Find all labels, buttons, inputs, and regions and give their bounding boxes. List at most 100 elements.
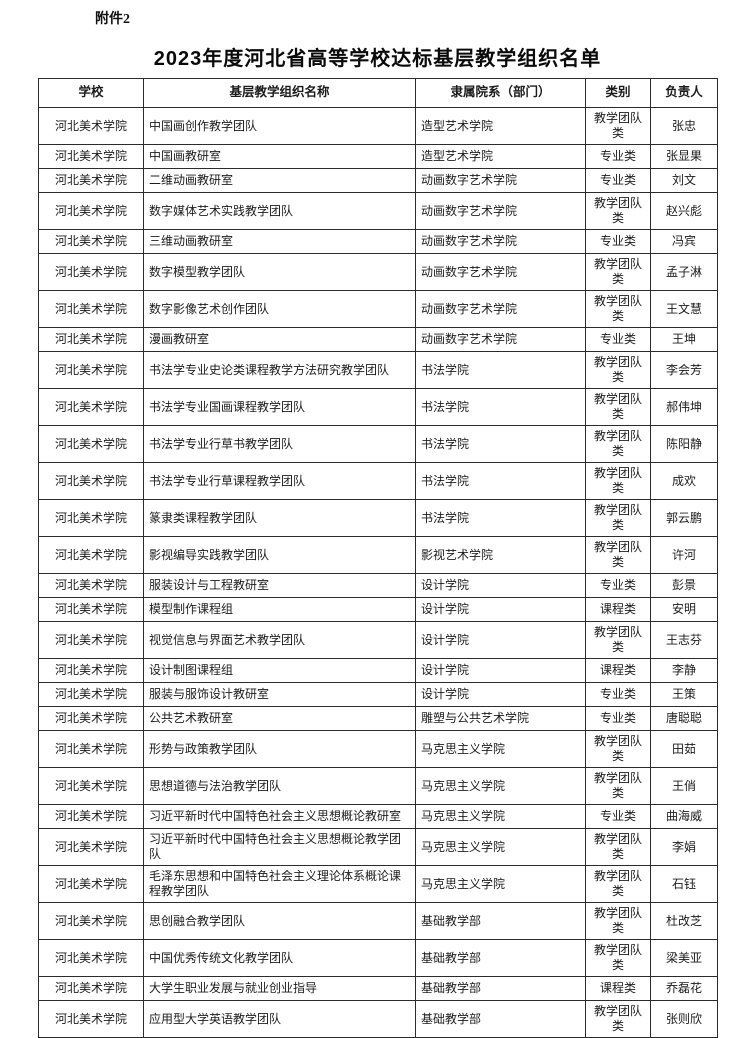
cell-org-name: 书法学专业行草书教学团队	[143, 425, 416, 463]
cell-department: 基础教学部	[415, 902, 586, 940]
cell-category: 教学团队类	[585, 107, 651, 145]
table-row: 河北美术学院 书法学专业史论类课程教学方法研究教学团队 书法学院 教学团队类 李会芳	[38, 351, 718, 389]
table-row: 河北美术学院 应用型大学英语教学团队 基础教学部 教学团队类 张则欣	[38, 1000, 718, 1038]
cell-category: 课程类	[585, 658, 651, 683]
cell-category: 教学团队类	[585, 939, 651, 977]
cell-person-in-charge: 安明	[650, 597, 718, 622]
page-title: 2023年度河北省高等学校达标基层教学组织名单	[153, 48, 602, 70]
cell-department: 书法学院	[415, 388, 586, 426]
cell-department: 设计学院	[415, 597, 586, 622]
cell-person-in-charge: 成欢	[650, 462, 718, 500]
cell-category: 教学团队类	[585, 767, 651, 805]
cell-category: 专业类	[585, 804, 651, 829]
cell-school: 河北美术学院	[38, 730, 144, 768]
cell-person-in-charge: 张显果	[650, 144, 718, 169]
cell-category: 专业类	[585, 229, 651, 254]
cell-category: 教学团队类	[585, 253, 651, 291]
cell-org-name: 思想道德与法治教学团队	[143, 767, 416, 805]
cell-person-in-charge: 王俏	[650, 767, 718, 805]
cell-person-in-charge: 许河	[650, 536, 718, 574]
cell-school: 河北美术学院	[38, 1000, 144, 1038]
cell-department: 动画数字艺术学院	[415, 229, 586, 254]
cell-person-in-charge: 张则欣	[650, 1000, 718, 1038]
column-header-org-name: 基层教学组织名称	[143, 78, 416, 108]
cell-person-in-charge: 陈阳静	[650, 425, 718, 463]
table-row: 河北美术学院 二维动画教研室 动画数字艺术学院 专业类 刘文	[38, 168, 718, 193]
cell-department: 动画数字艺术学院	[415, 192, 586, 230]
cell-school: 河北美术学院	[38, 144, 144, 169]
cell-org-name: 数字模型教学团队	[143, 253, 416, 291]
cell-person-in-charge: 唐聪聪	[650, 706, 718, 731]
header-row: 学校 基层教学组织名称 隶属院系（部门） 类别 负责人	[38, 78, 718, 108]
column-header-category: 类别	[585, 78, 651, 108]
cell-org-name: 二维动画教研室	[143, 168, 416, 193]
table-row: 河北美术学院 中国优秀传统文化教学团队 基础教学部 教学团队类 梁美亚	[38, 939, 718, 977]
cell-department: 动画数字艺术学院	[415, 168, 586, 193]
table-row: 河北美术学院 书法学专业行草课程教学团队 书法学院 教学团队类 成欢	[38, 462, 718, 500]
cell-department: 基础教学部	[415, 939, 586, 977]
table-row: 河北美术学院 毛泽东思想和中国特色社会主义理论体系概论课程教学团队 马克思主义学院教…	[38, 865, 718, 903]
cell-org-name: 思创融合教学团队	[143, 902, 416, 940]
cell-department: 设计学院	[415, 658, 586, 683]
column-header-department: 隶属院系（部门）	[415, 78, 586, 108]
table-row: 河北美术学院 视觉信息与界面艺术教学团队 设计学院 教学团队类 王志芬	[38, 621, 718, 659]
cell-org-name: 模型制作课程组	[143, 597, 416, 622]
attachment-label: 附件2	[95, 12, 130, 27]
table-row: 河北美术学院 篆隶类课程教学团队 书法学院 教学团队类 郭云鹏	[38, 499, 718, 537]
cell-org-name: 中国优秀传统文化教学团队	[143, 939, 416, 977]
table-row: 河北美术学院 中国画教研室 造型艺术学院 专业类 张显果	[38, 144, 718, 169]
table-row: 河北美术学院 模型制作课程组 设计学院 课程类 安明	[38, 597, 718, 622]
cell-school: 河北美术学院	[38, 976, 144, 1001]
cell-org-name: 公共艺术教研室	[143, 706, 416, 731]
cell-category: 专业类	[585, 168, 651, 193]
cell-school: 河北美术学院	[38, 168, 144, 193]
cell-department: 动画数字艺术学院	[415, 327, 586, 352]
cell-org-name: 书法学专业行草课程教学团队	[143, 462, 416, 500]
cell-category: 教学团队类	[585, 865, 651, 903]
cell-org-name: 数字媒体艺术实践教学团队	[143, 192, 416, 230]
cell-org-name: 服装设计与工程教研室	[143, 573, 416, 598]
cell-school: 河北美术学院	[38, 351, 144, 389]
cell-department: 造型艺术学院	[415, 144, 586, 169]
cell-org-name: 设计制图课程组	[143, 658, 416, 683]
cell-department: 马克思主义学院	[415, 865, 586, 903]
cell-org-name: 大学生职业发展与就业创业指导	[143, 976, 416, 1001]
cell-category: 课程类	[585, 976, 651, 1001]
cell-org-name: 形势与政策教学团队	[143, 730, 416, 768]
cell-department: 书法学院	[415, 462, 586, 500]
table-row: 河北美术学院 中国画创作教学团队 造型艺术学院 教学团队类 张忠	[38, 107, 718, 145]
cell-org-name: 漫画教研室	[143, 327, 416, 352]
cell-category: 教学团队类	[585, 902, 651, 940]
cell-person-in-charge: 张忠	[650, 107, 718, 145]
table-row: 河北美术学院 数字影像艺术创作团队 动画数字艺术学院 教学团队类 王文慧	[38, 290, 718, 328]
cell-school: 河北美术学院	[38, 388, 144, 426]
column-header-school: 学校	[38, 78, 144, 108]
cell-school: 河北美术学院	[38, 621, 144, 659]
cell-department: 马克思主义学院	[415, 828, 586, 866]
cell-school: 河北美术学院	[38, 499, 144, 537]
cell-department: 马克思主义学院	[415, 804, 586, 829]
table-row: 河北美术学院 服装设计与工程教研室 设计学院 专业类 彭景	[38, 573, 718, 598]
cell-school: 河北美术学院	[38, 573, 144, 598]
cell-category: 课程类	[585, 597, 651, 622]
cell-department: 设计学院	[415, 682, 586, 707]
table-row: 河北美术学院 大学生职业发展与就业创业指导 基础教学部 课程类 乔磊花	[38, 976, 718, 1001]
cell-department: 影视艺术学院	[415, 536, 586, 574]
cell-category: 专业类	[585, 144, 651, 169]
cell-category: 教学团队类	[585, 828, 651, 866]
cell-department: 造型艺术学院	[415, 107, 586, 145]
cell-person-in-charge: 田茹	[650, 730, 718, 768]
cell-person-in-charge: 杜改芝	[650, 902, 718, 940]
cell-person-in-charge: 王志芬	[650, 621, 718, 659]
cell-person-in-charge: 郝伟坤	[650, 388, 718, 426]
table-row: 河北美术学院 影视编导实践教学团队 影视艺术学院 教学团队类 许河	[38, 536, 718, 574]
table-body: 河北美术学院 中国画创作教学团队 造型艺术学院 教学团队类 张忠 河北美术学院 中国画教研室…	[38, 107, 718, 1038]
cell-category: 教学团队类	[585, 290, 651, 328]
cell-school: 河北美术学院	[38, 902, 144, 940]
table-row: 河北美术学院 书法学专业行草书教学团队 书法学院 教学团队类 陈阳静	[38, 425, 718, 463]
cell-org-name: 毛泽东思想和中国特色社会主义理论体系概论课程教学团队	[143, 865, 416, 903]
cell-department: 基础教学部	[415, 1000, 586, 1038]
cell-department: 书法学院	[415, 425, 586, 463]
cell-category: 教学团队类	[585, 462, 651, 500]
cell-person-in-charge: 彭景	[650, 573, 718, 598]
